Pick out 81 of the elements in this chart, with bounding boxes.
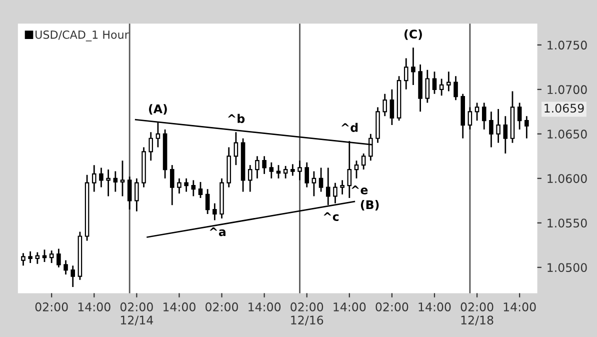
x-tick-label: 14:00 [248,302,281,312]
candlestick [411,46,416,86]
x-tick-label: 14:00 [334,302,366,312]
candlestick [283,165,288,180]
candlestick [127,176,132,210]
annotation: ^c [324,212,339,222]
candlestick [524,115,529,140]
candlestick [177,178,182,194]
annotation: (A) [149,104,167,115]
candlestick [170,164,174,206]
annotation: ^a [210,227,226,236]
candlestick [269,162,274,180]
candlestick [184,178,188,192]
y-tick-label: 1.0700 [548,85,587,94]
candlestick [21,252,26,266]
y-tick-label: 1.0650 [548,130,587,139]
candlestick [99,167,104,188]
candlestick [439,78,444,96]
candlestick [432,70,437,95]
candlestick [340,179,344,196]
candlestick [248,164,252,192]
legend-label: USD/CAD_1 Hour [36,30,129,42]
candlestick [120,160,125,197]
candlestick [517,102,522,130]
annotation: ^b [228,114,245,124]
y-tick-label: 1.0500 [548,263,587,272]
y-tick-label: 1.0600 [548,174,587,184]
candlestick [106,168,110,197]
x-tick-label: 14:00 [418,302,451,312]
candlestick [489,110,494,148]
candlestick [382,93,387,117]
y-tick-label: 1.0750 [548,40,587,50]
candlestick [35,252,40,265]
candlestick [482,102,486,130]
candlestick [496,108,500,144]
candlestick [361,152,366,170]
candlestick [64,260,68,276]
annotation: 1.0659 [544,104,584,113]
candlestick [503,115,508,154]
candlestick [56,248,61,268]
candlestick [276,164,281,180]
candlestick [318,167,324,192]
annotation: ^d [341,122,358,132]
candlestick [255,155,260,180]
x-tick-label: 14:00 [504,302,536,312]
candlestick [113,170,118,192]
x-tick-label: 02:00 12/14 [120,302,154,326]
candlestick [49,250,54,264]
annotation: (C) [404,29,422,40]
candlestick [92,164,96,192]
candlestick [390,88,394,126]
candlestick [28,250,32,264]
candlestick [212,202,217,221]
candlestick [454,75,458,101]
y-tick-label: 1.0550 [548,218,587,228]
candlestick [354,160,359,180]
annotation: (B) [360,200,379,211]
candlestick [298,160,302,181]
candlestick [70,264,76,288]
candlestick [134,178,139,212]
candlestick [425,69,430,104]
candlestick [312,170,316,197]
x-tick-label: 14:00 [78,302,110,312]
candlestick [198,181,203,199]
x-tick-label: 14:00 [164,302,196,312]
candlestick [304,162,310,188]
x-tick-label: 02:00 12/18 [460,302,494,326]
candlestick [205,188,210,215]
x-tick-label: 02:00 12/16 [290,302,324,326]
candlestick [446,70,451,92]
x-tick-label: 02:00 [376,302,408,312]
candlestick [191,179,196,197]
candlestick [404,58,408,90]
candlestick [262,155,266,175]
x-tick-label: 02:00 [206,302,238,312]
annotation: ^e [352,186,368,194]
candlestick [474,102,480,122]
candlestick [290,163,295,176]
candlestick [468,106,472,130]
x-tick-label: 02:00 [35,302,68,312]
candlestick [148,131,154,162]
